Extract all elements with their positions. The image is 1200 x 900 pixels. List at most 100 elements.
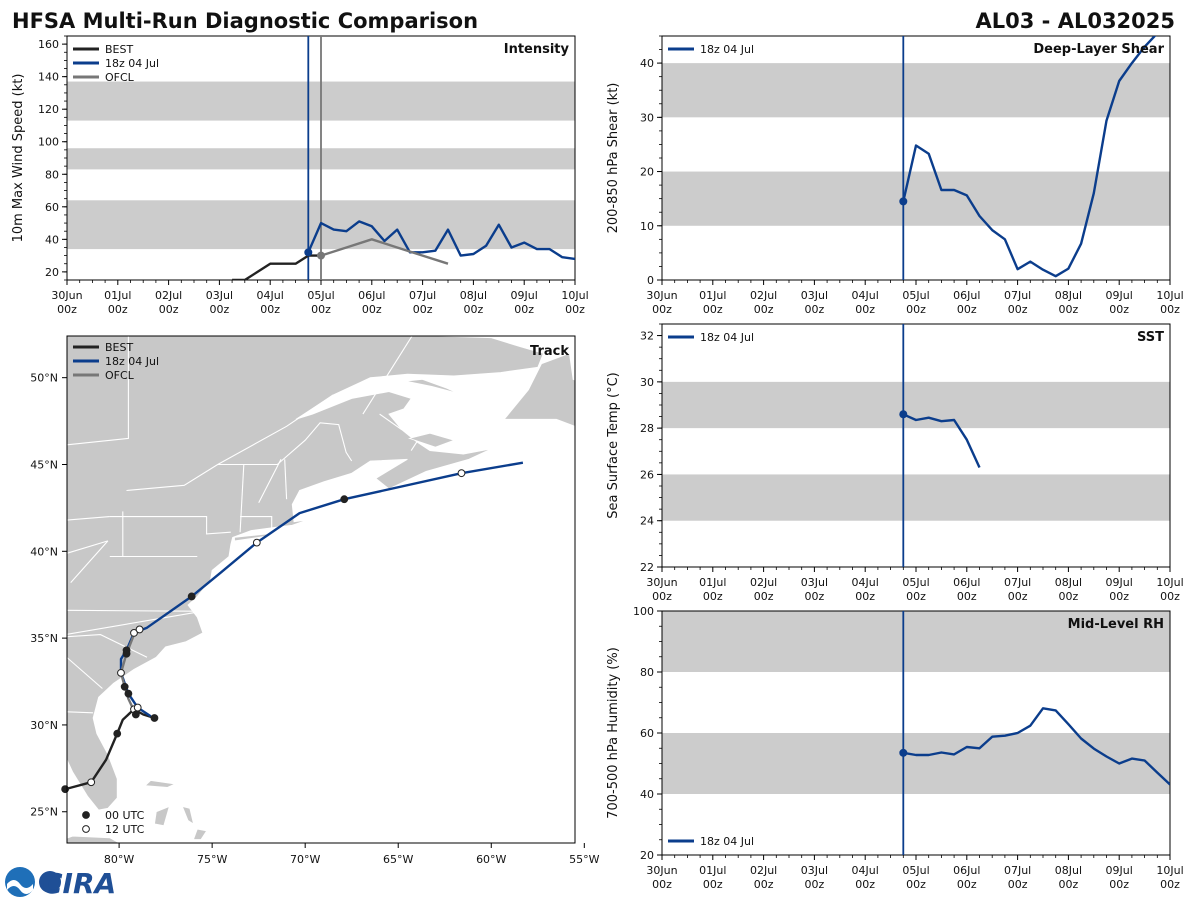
legend-label: BEST bbox=[105, 341, 133, 354]
x-tick-hour: 00z bbox=[1059, 590, 1079, 603]
track-panel: 80°W 75°W 70°W 65°W 60°W 55°W 25°N 30°N 35°N 40°N… bbox=[30, 335, 600, 866]
x-tick-hour: 00z bbox=[957, 303, 977, 316]
x-tick-date: 06Jul bbox=[953, 289, 980, 302]
track-marker-12utc bbox=[135, 625, 144, 634]
x-tick-date: 06Jul bbox=[953, 576, 980, 589]
legend-12utc-marker bbox=[82, 825, 90, 833]
x-tick-hour: 00z bbox=[1059, 303, 1079, 316]
rh-panel: 2040608010030Jun00z01Jul00z02Jul00z03Jul… bbox=[606, 605, 1184, 891]
state-boundary bbox=[126, 394, 334, 492]
land-bahamas bbox=[181, 805, 195, 825]
track-marker-00utc bbox=[187, 592, 196, 601]
x-tick-date: 02Jul bbox=[155, 289, 182, 302]
x-tick-hour: 00z bbox=[1008, 590, 1028, 603]
y-tick-label: 32 bbox=[640, 330, 654, 343]
track-line-best bbox=[67, 708, 155, 790]
y-tick-label: 20 bbox=[640, 166, 654, 179]
y-axis-label: 700-500 hPa Humidity (%) bbox=[606, 647, 621, 819]
init-point-marker bbox=[899, 748, 908, 757]
track-marker-00utc bbox=[120, 682, 129, 691]
lon-tick-label: 60°W bbox=[476, 853, 506, 866]
x-tick-hour: 00z bbox=[1008, 878, 1028, 891]
x-tick-hour: 00z bbox=[957, 878, 977, 891]
y-tick-label: 26 bbox=[640, 468, 654, 481]
figure-title: HFSA Multi-Run Diagnostic Comparison bbox=[12, 9, 478, 33]
threshold-band bbox=[662, 474, 1170, 521]
x-tick-hour: 00z bbox=[754, 878, 774, 891]
y-axis-label: 10m Max Wind Speed (kt) bbox=[11, 74, 26, 243]
track-marker-12utc bbox=[457, 469, 466, 478]
legend-label: OFCL bbox=[105, 71, 135, 84]
state-boundary bbox=[362, 336, 413, 415]
x-tick-hour: 00z bbox=[1109, 590, 1129, 603]
x-tick-hour: 00z bbox=[1109, 878, 1129, 891]
state-boundary bbox=[67, 634, 148, 658]
track-marker-00utc bbox=[150, 714, 159, 722]
x-tick-date: 04Jul bbox=[257, 289, 284, 302]
track-marker-12utc bbox=[87, 778, 96, 787]
x-tick-hour: 00z bbox=[805, 303, 825, 316]
legend-label: 18z 04 Jul bbox=[700, 43, 754, 56]
series-line-run bbox=[903, 707, 1170, 786]
track-marker-00utc bbox=[122, 649, 131, 658]
track-marker-00utc bbox=[340, 495, 349, 504]
x-tick-hour: 00z bbox=[108, 303, 128, 316]
x-tick-hour: 00z bbox=[805, 878, 825, 891]
x-tick-date: 03Jul bbox=[801, 289, 828, 302]
x-tick-date: 09Jul bbox=[1106, 289, 1133, 302]
x-tick-hour: 00z bbox=[652, 303, 672, 316]
x-tick-date: 30Jun bbox=[646, 576, 677, 589]
state-boundary bbox=[240, 516, 273, 529]
y-tick-label: 24 bbox=[640, 515, 654, 528]
x-tick-hour: 00z bbox=[754, 590, 774, 603]
x-tick-date: 03Jul bbox=[801, 576, 828, 589]
state-boundary bbox=[67, 516, 110, 521]
state-boundary bbox=[67, 656, 103, 689]
marker-legend-label: 12 UTC bbox=[105, 823, 145, 836]
track-marker-00utc bbox=[124, 689, 133, 698]
x-tick-hour: 00z bbox=[565, 303, 585, 316]
x-tick-date: 03Jul bbox=[801, 864, 828, 877]
x-tick-date: 30Jun bbox=[646, 289, 677, 302]
x-tick-date: 03Jul bbox=[206, 289, 233, 302]
y-tick-label: 160 bbox=[38, 38, 59, 51]
state-boundary bbox=[67, 336, 129, 446]
state-boundary bbox=[217, 422, 353, 466]
x-tick-hour: 00z bbox=[1160, 303, 1180, 316]
lon-tick-label: 75°W bbox=[197, 853, 227, 866]
y-tick-label: 28 bbox=[640, 422, 654, 435]
x-tick-hour: 00z bbox=[362, 303, 382, 316]
x-tick-hour: 00z bbox=[855, 303, 875, 316]
series-line-run bbox=[902, 36, 1157, 278]
x-tick-date: 02Jul bbox=[750, 289, 777, 302]
cira-logo: CIRA bbox=[5, 867, 116, 900]
state-boundary bbox=[70, 540, 109, 583]
land-bahamas bbox=[144, 780, 177, 788]
y-tick-label: 60 bbox=[640, 727, 654, 740]
x-tick-hour: 00z bbox=[906, 590, 926, 603]
x-tick-hour: 00z bbox=[311, 303, 331, 316]
y-tick-label: 40 bbox=[45, 233, 59, 246]
track-marker-12utc bbox=[252, 538, 261, 547]
legend-label: 18z 04 Jul bbox=[105, 355, 159, 368]
y-tick-label: 20 bbox=[45, 266, 59, 279]
land-pei bbox=[407, 432, 456, 448]
x-tick-date: 01Jul bbox=[699, 576, 726, 589]
y-axis-label: Sea Surface Temp (°C) bbox=[606, 372, 621, 519]
x-tick-date: 05Jul bbox=[902, 864, 929, 877]
x-tick-date: 08Jul bbox=[1055, 576, 1082, 589]
threshold-band bbox=[662, 63, 1170, 118]
state-boundary bbox=[284, 459, 288, 500]
plot-frame bbox=[661, 610, 1171, 856]
x-tick-hour: 00z bbox=[855, 878, 875, 891]
x-tick-date: 08Jul bbox=[460, 289, 487, 302]
threshold-band bbox=[662, 611, 1170, 672]
x-tick-hour: 00z bbox=[159, 303, 179, 316]
x-tick-date: 05Jul bbox=[902, 289, 929, 302]
panel-title: Intensity bbox=[504, 42, 570, 57]
legend-label: 18z 04 Jul bbox=[700, 835, 754, 848]
y-tick-label: 30 bbox=[640, 111, 654, 124]
x-tick-hour: 00z bbox=[260, 303, 280, 316]
panel-title: Track bbox=[530, 344, 569, 359]
x-tick-date: 04Jul bbox=[852, 289, 879, 302]
